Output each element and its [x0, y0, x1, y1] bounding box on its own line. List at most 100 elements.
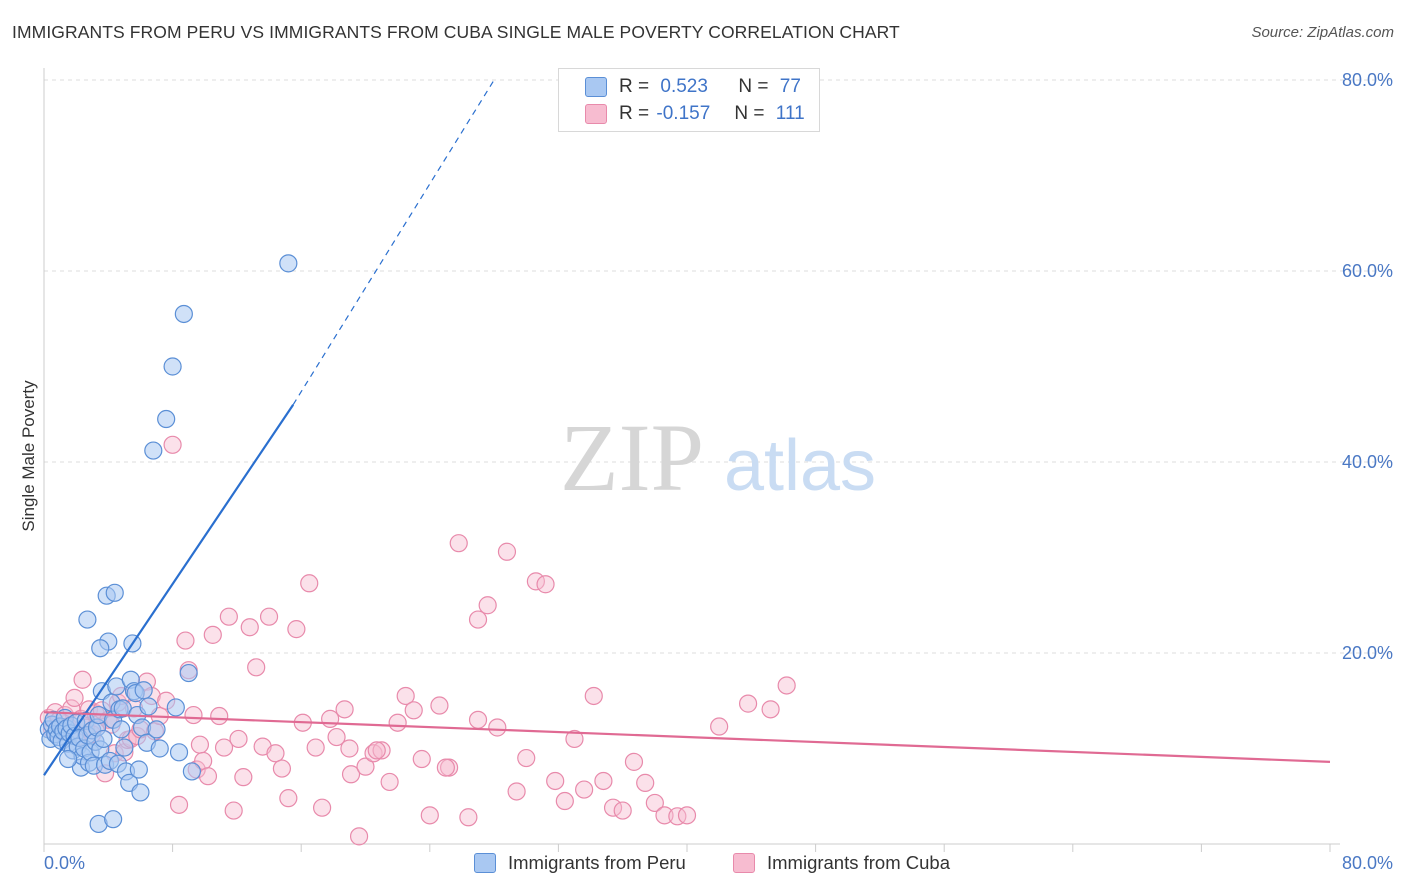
cuba-point	[367, 741, 386, 760]
cuba-point	[210, 706, 229, 726]
cuba-point	[430, 696, 449, 715]
peru-point	[105, 583, 124, 602]
gridlines	[44, 79, 1392, 654]
cuba-point	[372, 741, 391, 760]
legend-row-cuba: R = -0.157 N = 111	[559, 101, 805, 127]
watermark-atlas: atlas	[724, 426, 876, 506]
cuba-r-value: -0.157	[656, 103, 711, 124]
cuba-point	[349, 827, 369, 846]
peru-point	[139, 697, 158, 716]
stats-legend: R = 0.523 N = 77 R = -0.157 N = 111	[558, 68, 820, 132]
cuba-r-label: R =	[619, 103, 650, 124]
cuba-point	[224, 801, 243, 820]
cuba-point	[738, 694, 758, 713]
peru-n-value: 77	[779, 76, 801, 97]
legend-item-cuba[interactable]: Immigrants from Cuba	[733, 852, 950, 874]
cuba-point	[163, 435, 182, 454]
peru-r-value: 0.523	[660, 76, 708, 97]
cuba-point	[190, 735, 210, 754]
peru-point	[144, 441, 163, 460]
cuba-point	[176, 631, 195, 650]
cuba-point	[396, 686, 415, 706]
y-tick-label: 40.0%	[1342, 452, 1393, 472]
cuba-point	[73, 670, 92, 689]
peru-point	[174, 304, 193, 324]
cuba-point	[169, 795, 189, 814]
peru-point	[129, 760, 148, 779]
cuba-point	[488, 718, 507, 737]
cuba-point	[517, 748, 536, 768]
legend-cuba-swatch	[733, 853, 755, 873]
trend-lines	[43, 79, 1331, 776]
cuba-point	[468, 710, 488, 729]
cuba-point	[214, 738, 234, 757]
cuba-point	[272, 759, 292, 778]
cuba-point	[388, 713, 407, 732]
source-label: Source: ZipAtlas.com	[1251, 24, 1394, 41]
cuba-point	[636, 773, 655, 792]
cuba-point	[677, 806, 697, 825]
y-tick-labels: 20.0% 40.0% 60.0% 80.0%	[1342, 70, 1393, 663]
cuba-point	[306, 738, 325, 757]
legend-peru-swatch	[474, 853, 496, 873]
cuba-point	[478, 596, 497, 615]
peru-n-label: N =	[738, 76, 769, 97]
x-tick-marks	[43, 844, 1331, 852]
peru-point	[91, 639, 110, 658]
peru-point	[134, 681, 153, 700]
cuba-point	[555, 791, 574, 811]
cuba-point	[327, 727, 346, 747]
peru-point	[147, 720, 166, 739]
chart-title: IMMIGRANTS FROM PERU VS IMMIGRANTS FROM …	[12, 22, 900, 42]
cuba-point	[575, 780, 594, 799]
cuba-point	[412, 749, 431, 769]
legend-peru-label: Immigrants from Peru	[508, 852, 686, 873]
cuba-point	[497, 542, 517, 561]
cuba-point	[266, 744, 285, 763]
cuba-point	[777, 676, 796, 695]
cuba-point	[436, 758, 455, 777]
y-axis-label: Single Male Poverty	[19, 380, 38, 532]
cuba-point	[279, 789, 298, 808]
cuba-point	[341, 765, 361, 784]
cuba-point	[65, 688, 84, 707]
peru-point	[166, 698, 185, 717]
legend-row-peru: R = 0.523 N = 77	[559, 74, 801, 100]
cuba-point	[380, 772, 399, 792]
cuba-point	[668, 807, 687, 826]
cuba-point	[710, 717, 729, 736]
peru-trend-extension	[292, 79, 495, 406]
cuba-point	[536, 575, 555, 594]
y-tick-label: 20.0%	[1342, 643, 1393, 663]
cuba-point	[184, 705, 203, 725]
cuba-point	[229, 729, 248, 749]
series-legend: Immigrants from Peru Immigrants from Cub…	[0, 852, 1406, 876]
cuba-point	[321, 709, 340, 728]
cuba-point	[340, 739, 359, 758]
cuba-point	[507, 782, 526, 801]
cuba-point	[584, 686, 603, 706]
cuba-point	[335, 700, 354, 719]
cuba-point	[459, 808, 478, 827]
x-tick-label-min: 0.0%	[44, 853, 85, 873]
y-tick-label: 60.0%	[1342, 261, 1393, 281]
peru-point	[115, 738, 134, 757]
peru-points	[39, 254, 298, 834]
y-tick-label: 80.0%	[1342, 70, 1393, 90]
legend-item-peru[interactable]: Immigrants from Peru	[474, 852, 686, 874]
cuba-point	[761, 700, 780, 719]
cuba-point	[546, 771, 565, 791]
cuba-n-value: 111	[775, 103, 805, 124]
cuba-point	[240, 618, 259, 637]
watermark-zip: ZIP	[560, 404, 704, 511]
cuba-point	[287, 620, 306, 639]
peru-point	[157, 409, 176, 429]
cuba-point	[312, 798, 332, 817]
cuba-point	[655, 806, 674, 825]
peru-point	[169, 743, 189, 762]
cuba-point	[624, 752, 644, 771]
peru-r-label: R =	[619, 76, 650, 97]
watermark: ZIP atlas	[560, 404, 876, 511]
peru-point	[279, 254, 298, 273]
